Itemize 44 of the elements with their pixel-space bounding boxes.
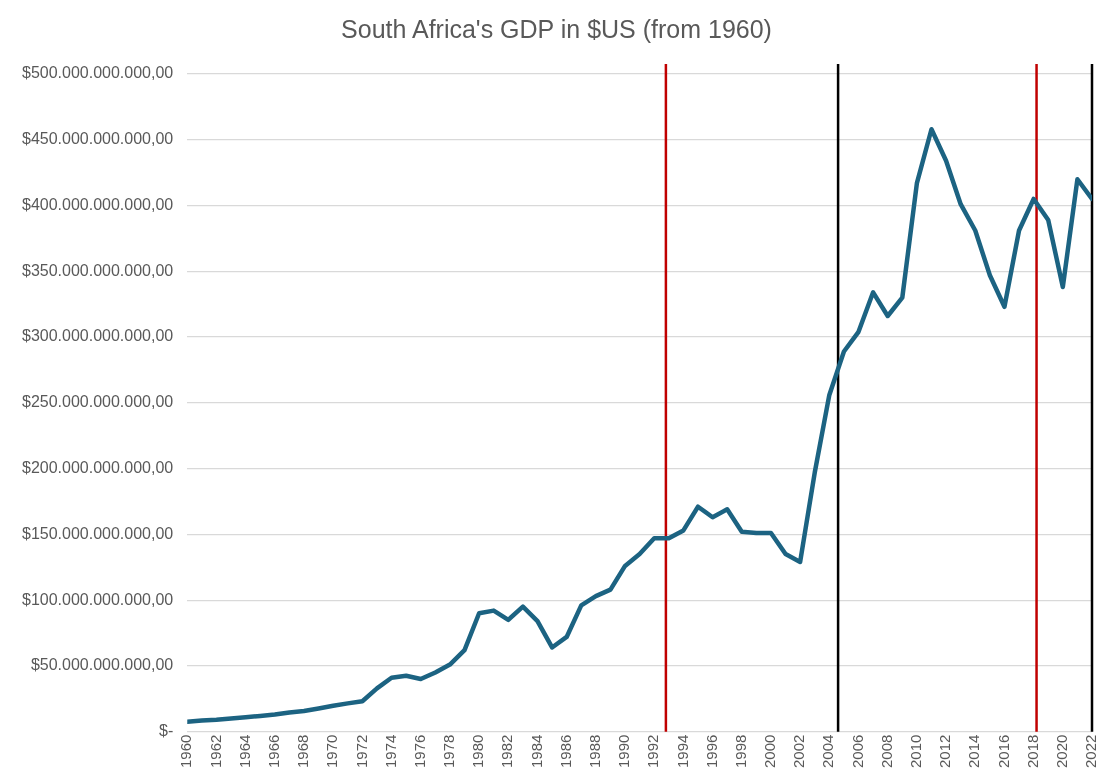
x-tick-label: 2010 <box>907 734 925 769</box>
x-tick-label: 1996 <box>702 734 720 769</box>
x-tick-label: 1964 <box>235 734 253 769</box>
x-tick-label: 2000 <box>761 734 779 769</box>
x-tick-label: 1986 <box>556 734 574 769</box>
x-tick-label: 1998 <box>731 734 749 769</box>
x-tick-label: 1994 <box>673 734 691 769</box>
x-tick-label: 1984 <box>527 734 545 769</box>
x-tick-label: 1980 <box>469 734 487 769</box>
x-tick-label: 2008 <box>877 734 895 769</box>
x-tick-label: 1988 <box>585 734 603 769</box>
x-tick-label: 1970 <box>323 734 341 769</box>
x-tick-label: 1960 <box>177 734 195 769</box>
x-tick-label: 1982 <box>498 734 516 769</box>
y-tick-label: $500.000.000.000,00 <box>21 64 174 82</box>
x-tick-label: 1972 <box>352 734 370 769</box>
x-tick-label: 2020 <box>1052 734 1070 769</box>
x-tick-label: 2002 <box>790 734 808 769</box>
x-tick-label: 1976 <box>410 734 428 769</box>
y-tick-label: $100.000.000.000,00 <box>21 590 174 608</box>
y-tick-label: $450.000.000.000,00 <box>21 130 174 148</box>
y-tick-label: $300.000.000.000,00 <box>21 327 174 345</box>
x-tick-label: 1992 <box>644 734 662 769</box>
y-tick-label: $150.000.000.000,00 <box>21 524 174 542</box>
x-tick-label: 1978 <box>440 734 458 769</box>
x-tick-label: 1962 <box>206 734 224 769</box>
x-tick-label: 2022 <box>1082 734 1100 769</box>
y-tick-label: $200.000.000.000,00 <box>21 458 174 476</box>
x-tick-label: 2006 <box>848 734 866 769</box>
y-tick-label: $350.000.000.000,00 <box>21 261 174 279</box>
x-tick-label: 1974 <box>381 734 399 769</box>
x-tick-label: 2004 <box>819 734 837 769</box>
chart-title: South Africa's GDP in $US (from 1960) <box>341 14 772 43</box>
y-tick-label: $400.000.000.000,00 <box>21 195 174 213</box>
x-tick-label: 2014 <box>965 734 983 769</box>
x-tick-label: 2012 <box>936 734 954 769</box>
x-tick-label: 2016 <box>994 734 1012 769</box>
y-tick-label: $50.000.000.000,00 <box>30 656 174 674</box>
y-tick-label: $250.000.000.000,00 <box>21 393 174 411</box>
x-tick-label: 1990 <box>615 734 633 769</box>
x-tick-label: 2018 <box>1023 734 1041 769</box>
x-tick-label: 1966 <box>264 734 282 769</box>
x-tick-label: 1968 <box>294 734 312 769</box>
y-tick-label: $- <box>159 722 174 740</box>
